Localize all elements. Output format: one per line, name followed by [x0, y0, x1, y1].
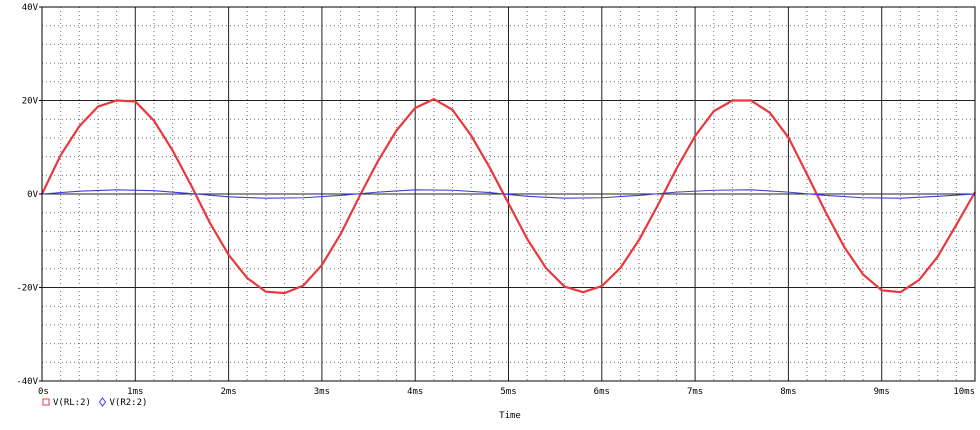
x-tick-label: 0s [38, 387, 49, 397]
legend-label: V(RL:2) [53, 398, 91, 408]
series-layer [41, 97, 976, 295]
legend: V(RL:2) V(R2:2) [42, 397, 148, 408]
y-tick-label: 0V [27, 190, 38, 200]
legend-label: V(R2:2) [110, 398, 148, 408]
legend-marker-diamond-icon [98, 397, 107, 407]
y-tick-label: 40V [22, 3, 39, 13]
x-tick-label: 8ms [780, 387, 796, 397]
x-tick-label: 9ms [874, 387, 890, 397]
x-axis-title: Time [499, 411, 521, 421]
x-tick-label: 7ms [687, 387, 703, 397]
x-tick-label: 5ms [500, 387, 516, 397]
x-tick-label: 2ms [220, 387, 236, 397]
y-tick-label: 20V [22, 97, 39, 107]
series-line-v-rl [41, 97, 976, 295]
y-tick-label: -40V [16, 377, 38, 387]
x-tick-label: 10ms [953, 387, 975, 397]
x-tick-label: 6ms [594, 387, 610, 397]
legend-marker-square-icon [42, 398, 50, 406]
x-tick-label: 4ms [407, 387, 423, 397]
x-tick-label: 3ms [314, 387, 330, 397]
y-tick-label: -20V [16, 284, 38, 294]
series-line-v-r2 [41, 189, 976, 199]
x-tick-label: 1ms [127, 387, 143, 397]
